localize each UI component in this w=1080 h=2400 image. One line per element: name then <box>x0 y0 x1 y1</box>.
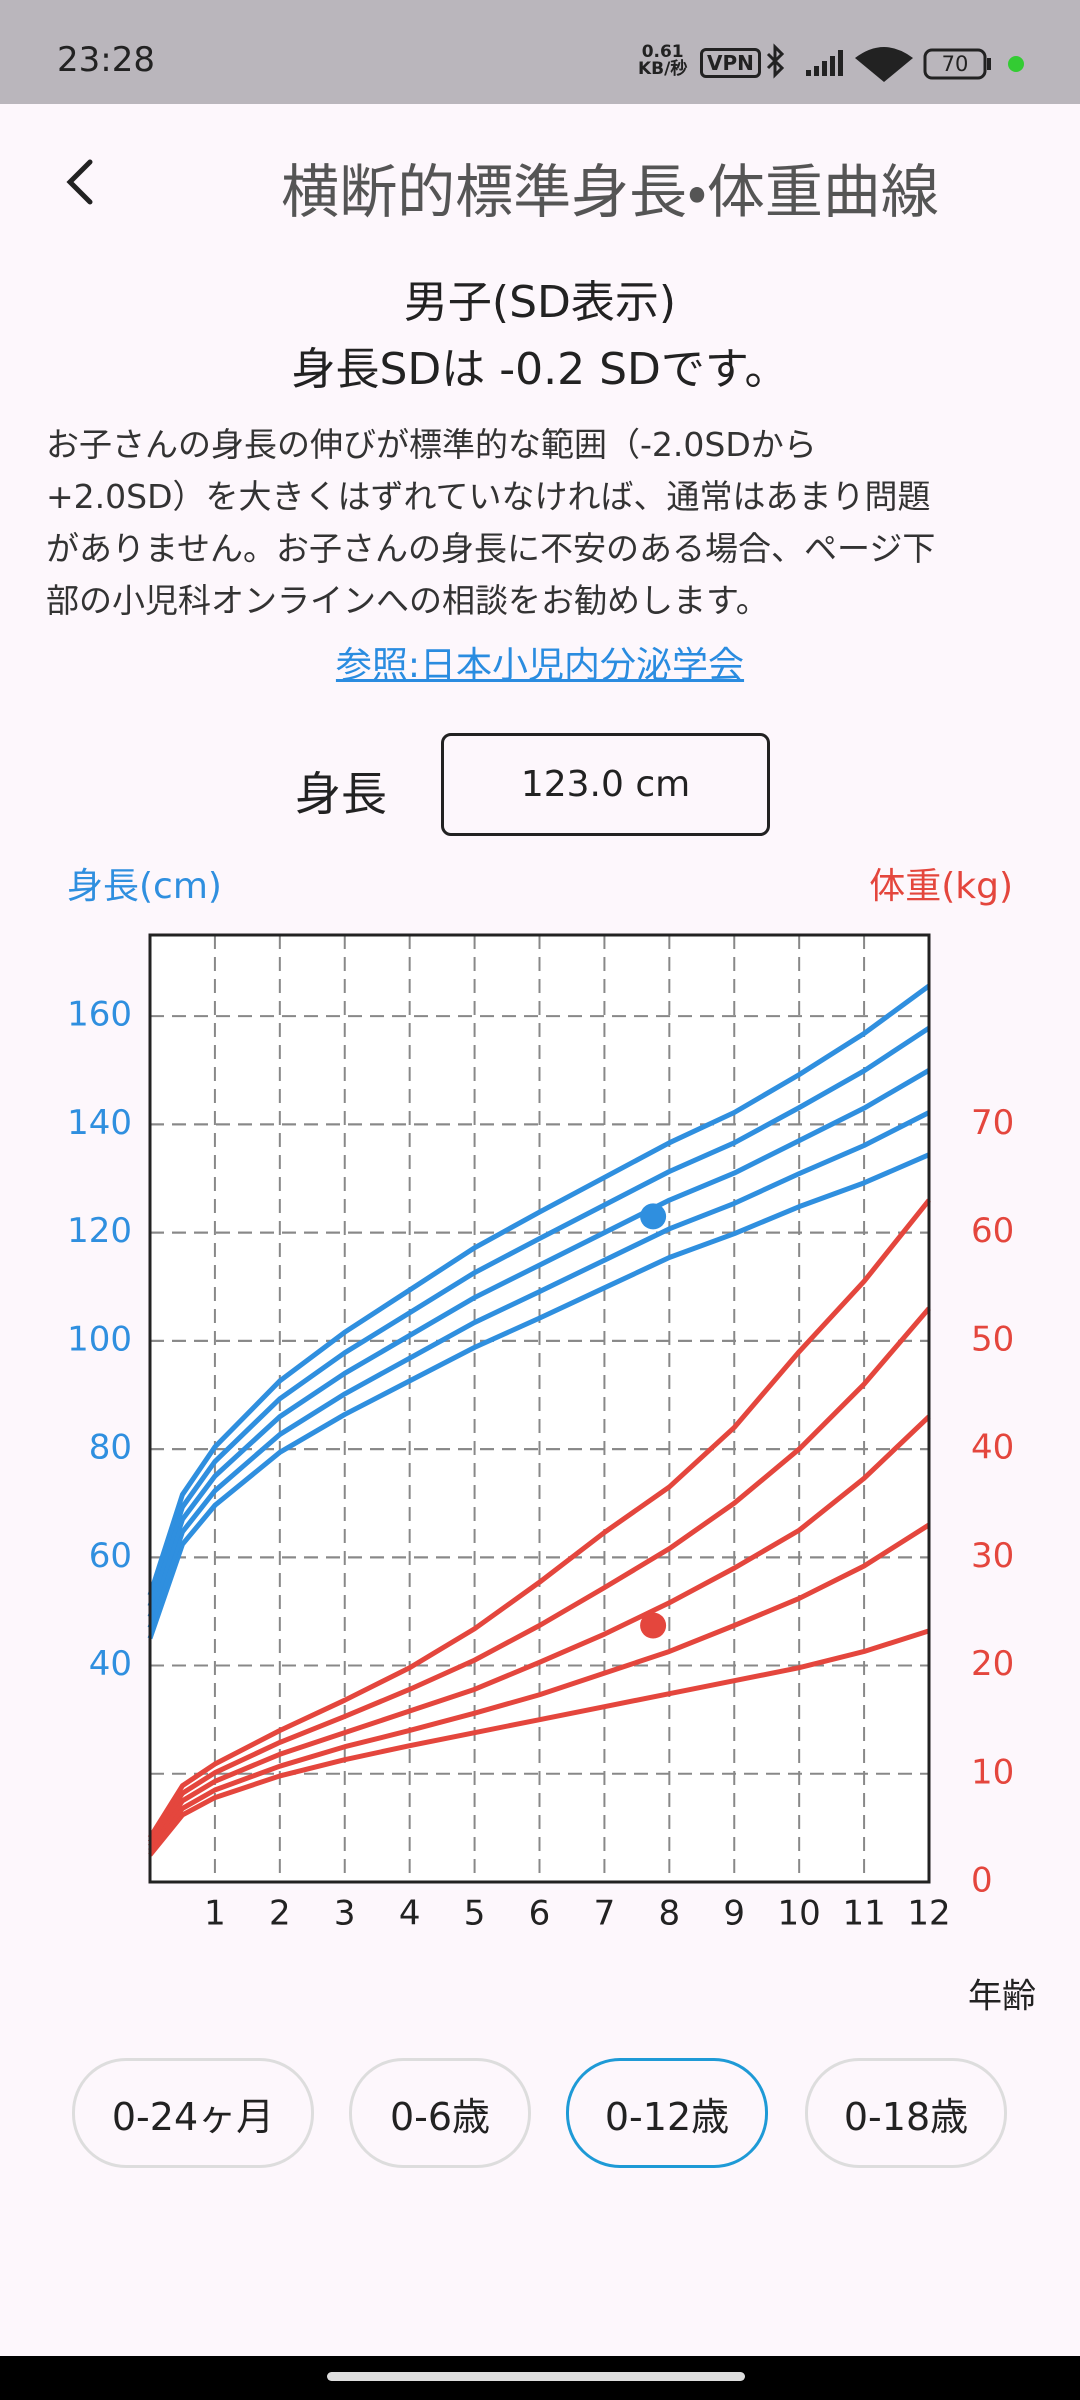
height-label: 身長 <box>295 767 387 821</box>
x-tick-label: 11 <box>842 1894 885 1934</box>
range-button[interactable]: 0-12歳 <box>566 2058 768 2168</box>
y-tick-label: 100 <box>67 1319 132 1359</box>
y-tick-label: 160 <box>67 995 132 1035</box>
y-tick-label: 140 <box>67 1103 132 1143</box>
clock: 23:28 <box>57 40 155 80</box>
page-title: 横断的標準身長・体重曲線 <box>281 158 939 226</box>
x-tick-label: 2 <box>269 1894 291 1934</box>
x-tick-label: 10 <box>778 1894 821 1934</box>
signal-icon <box>806 50 843 76</box>
x-tick-label: 5 <box>464 1894 486 1934</box>
bluetooth-icon <box>766 43 785 79</box>
growth-curve <box>147 1414 931 1848</box>
y2-tick-label: 60 <box>971 1211 1014 1251</box>
y2-tick-label: 10 <box>971 1752 1014 1792</box>
vpn-icon: VPN <box>700 48 761 78</box>
x-tick-label: 4 <box>399 1894 421 1934</box>
range-button[interactable]: 0-6歳 <box>349 2058 531 2168</box>
reference-link[interactable]: 参照:日本小児内分泌学会 <box>335 645 745 686</box>
x-axis-title: 年齢 <box>968 1977 1036 2017</box>
net-speed: 0.61 KB/秒 <box>638 44 687 78</box>
summary-gender: 男子(SD表示) <box>403 277 677 328</box>
plot-border <box>148 933 931 1884</box>
y2-tick-label: 0 <box>971 1861 993 1901</box>
status-bar: 23:28 0.61 KB/秒 VPN 70 <box>0 0 1080 104</box>
growth-curve <box>147 983 931 1596</box>
y2-tick-label: 20 <box>971 1644 1014 1684</box>
y2-tick-label: 30 <box>971 1536 1014 1576</box>
y-tick-label: 60 <box>89 1536 132 1576</box>
x-tick-label: 3 <box>334 1894 356 1934</box>
status-icons: 70 <box>766 43 991 82</box>
x-tick-label: 7 <box>594 1894 616 1934</box>
description-line: がありません。お子さんの身長に不安のある場合、ページ下 <box>46 529 936 568</box>
y2-axis-title: 体重(kg) <box>869 866 1013 907</box>
child-point <box>640 1612 667 1639</box>
battery-level: 70 <box>942 52 969 76</box>
range-button[interactable]: 0-18歳 <box>805 2058 1007 2168</box>
x-tick-label: 9 <box>723 1894 745 1934</box>
growth-curve <box>147 1306 931 1844</box>
y-tick-label: 80 <box>89 1428 132 1468</box>
back-button[interactable] <box>50 150 110 210</box>
description-line: 部の小児科オンラインへの相談をお勧めします。 <box>46 581 769 620</box>
x-tick-label: 8 <box>659 1894 681 1934</box>
summary-sd: 身長SDは -0.2 SDです。 <box>291 344 789 395</box>
growth-curve <box>148 1522 931 1853</box>
x-tick-label: 1 <box>204 1894 226 1934</box>
speed-value: 0.61 <box>641 42 684 62</box>
dot-indicator <box>1008 56 1024 72</box>
range-button[interactable]: 0-24ヶ月 <box>72 2058 314 2168</box>
wifi-icon <box>855 47 913 82</box>
growth-curve <box>147 1110 931 1629</box>
description-line: +2.0SD）を大きくはずれていなければ、通常はあまり問題 <box>46 477 931 516</box>
speed-unit: KB/秒 <box>638 59 688 79</box>
growth-curve <box>147 1152 930 1640</box>
child-point <box>640 1203 667 1230</box>
description-line: お子さんの身長の伸びが標準的な範囲（-2.0SDから <box>46 425 817 464</box>
growth-curve <box>147 1068 931 1618</box>
x-tick-label: 12 <box>907 1894 950 1934</box>
y-tick-label: 120 <box>67 1211 132 1251</box>
height-input[interactable]: 123.0 cm <box>441 733 770 836</box>
growth-curve <box>147 1198 931 1839</box>
y-tick-label: 40 <box>89 1644 132 1684</box>
battery-tip <box>987 58 991 70</box>
y2-tick-label: 70 <box>971 1103 1014 1143</box>
y2-tick-label: 40 <box>971 1428 1014 1468</box>
growth-curve <box>148 1628 930 1857</box>
y-axis-title: 身長(cm) <box>67 866 222 907</box>
x-tick-label: 6 <box>529 1894 551 1934</box>
growth-curve <box>147 1025 931 1607</box>
growth-chart: 1 2 3 4 5 6 7 8 9 10 11 124060801001201401600102030… <box>67 866 1036 2017</box>
battery-icon <box>923 48 987 80</box>
y2-tick-label: 50 <box>971 1319 1014 1359</box>
home-handle[interactable] <box>327 2372 745 2381</box>
